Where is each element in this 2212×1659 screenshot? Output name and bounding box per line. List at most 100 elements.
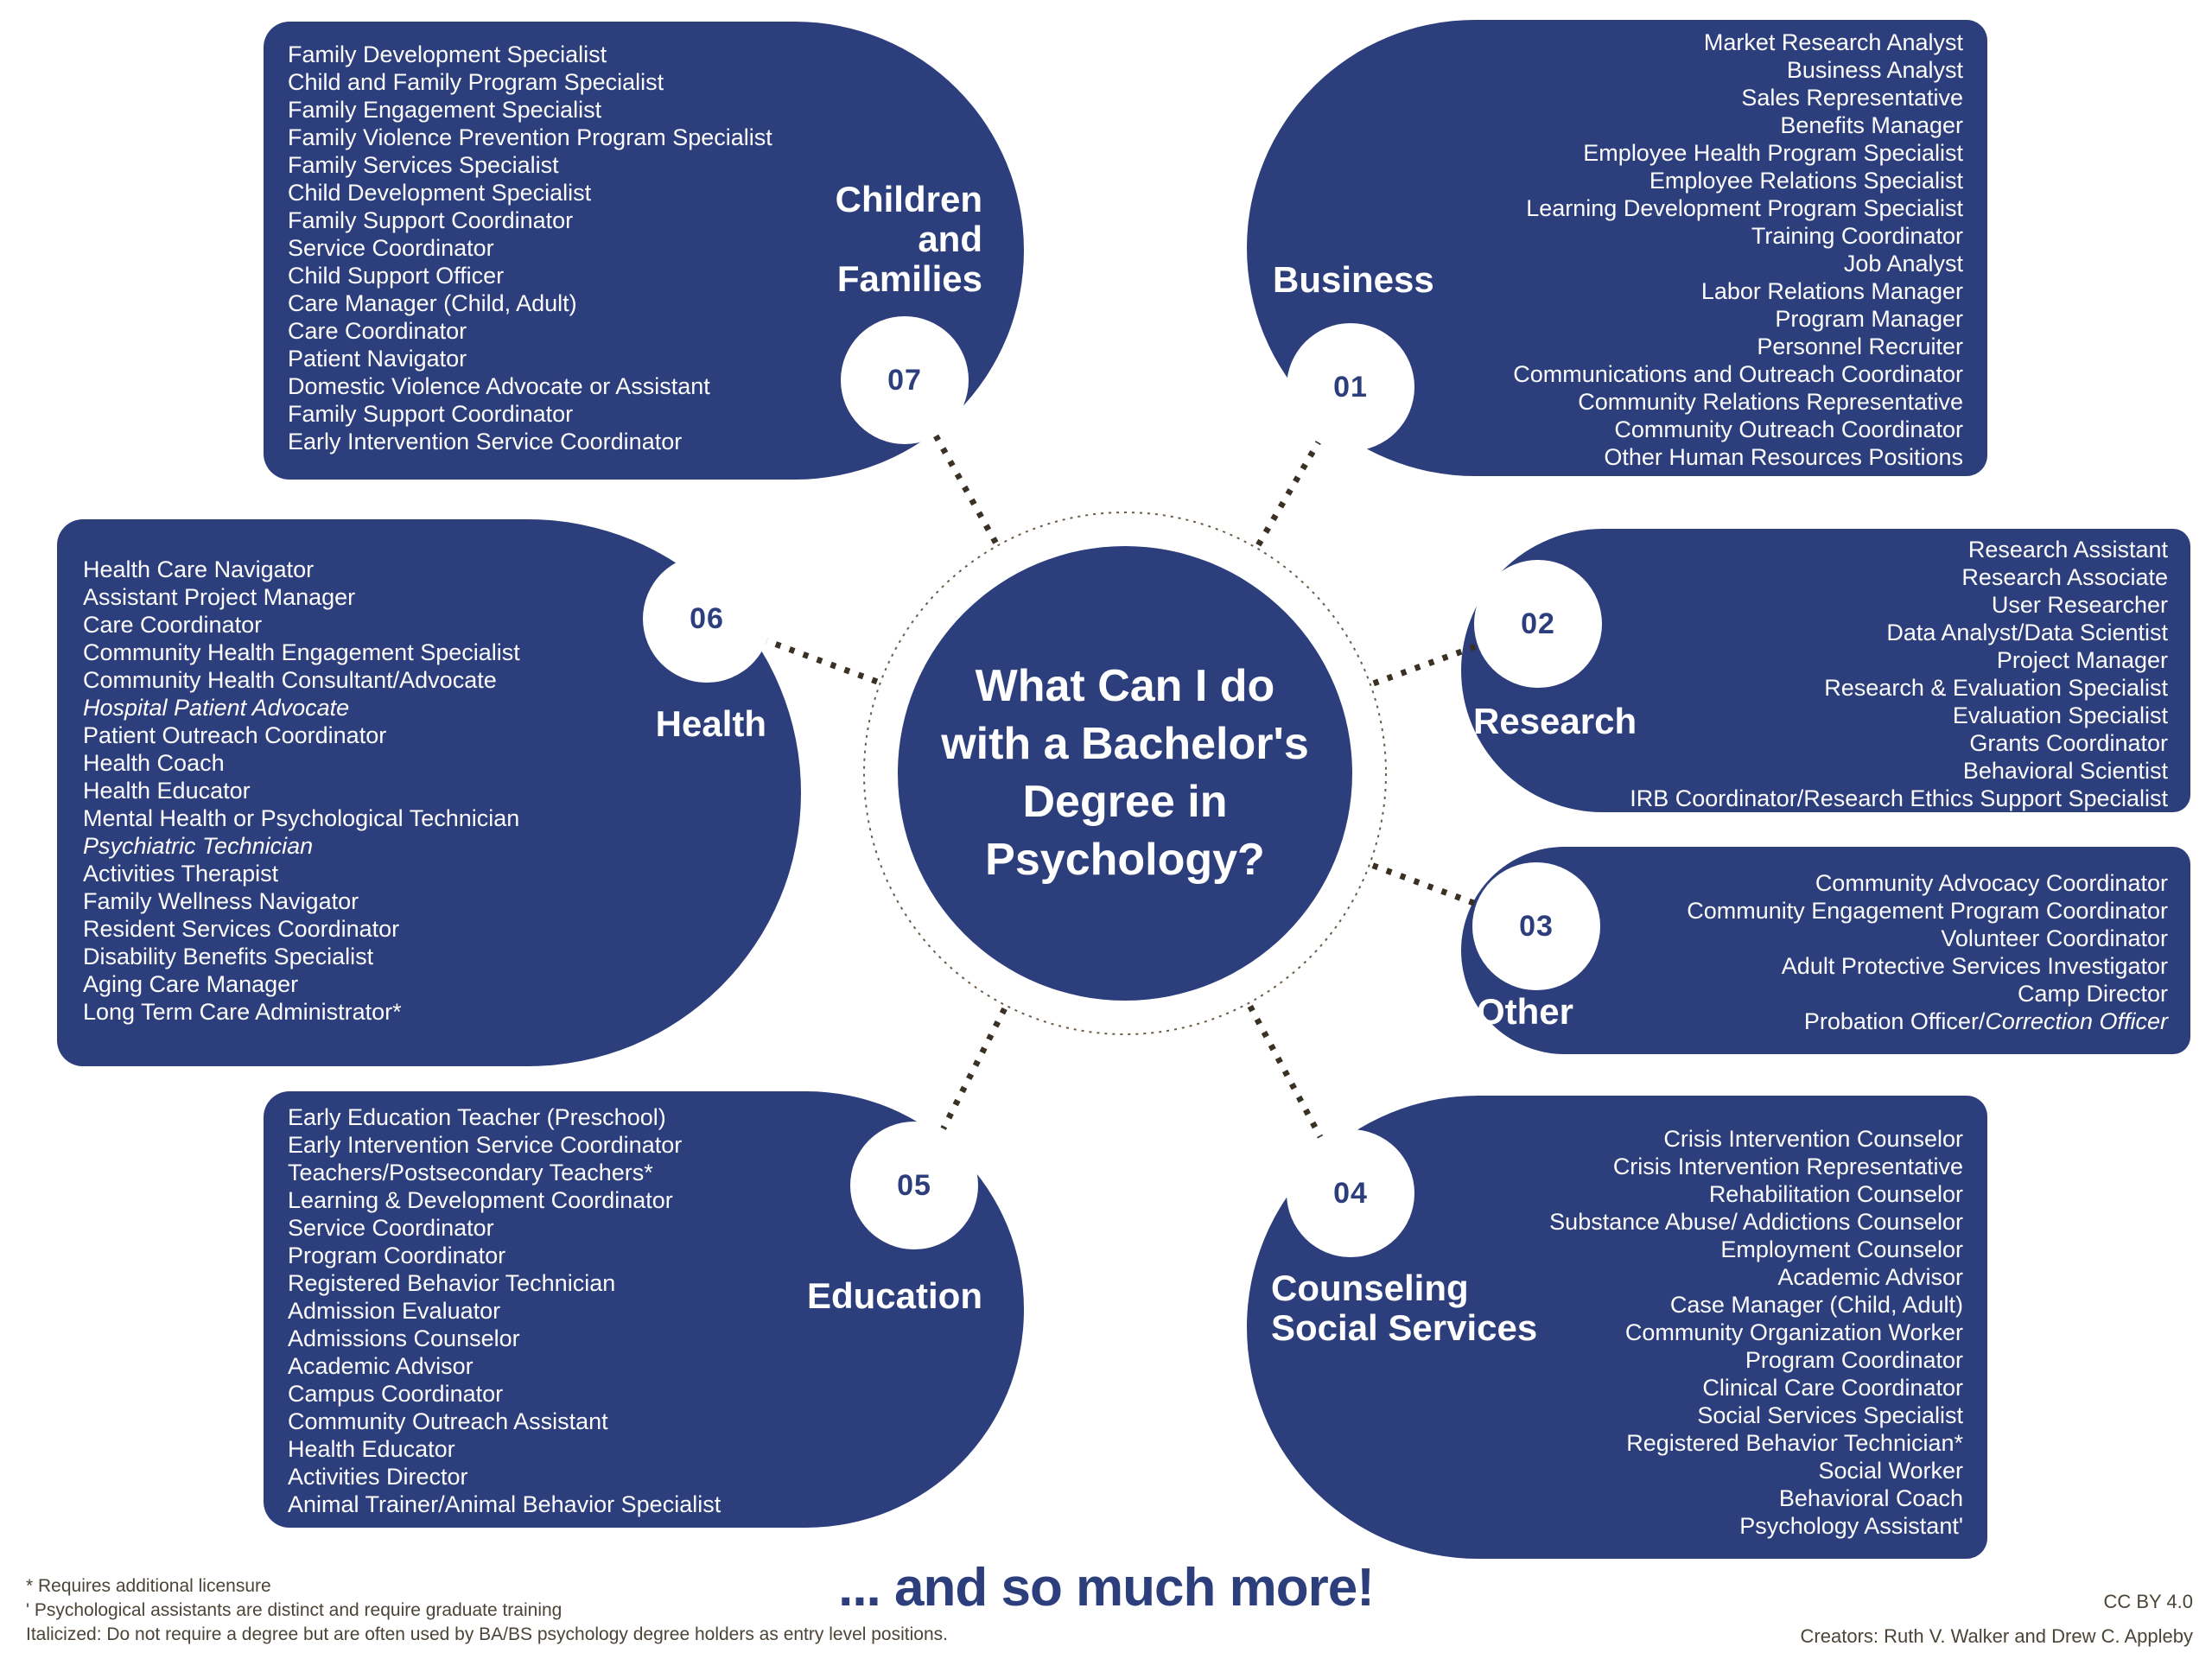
job-item: Training Coordinator: [1751, 223, 1963, 249]
category-label-counseling: Counseling Social Services: [1271, 1268, 1538, 1348]
job-item: Camp Director: [2017, 981, 2168, 1007]
category-label-children: Children and Families: [835, 179, 982, 299]
job-item: Employee Health Program Specialist: [1583, 140, 1963, 166]
job-item: Mental Health or Psychological Technicia…: [83, 805, 520, 831]
job-item: Family Violence Prevention Program Speci…: [288, 124, 772, 150]
job-item: Behavioral Coach: [1778, 1485, 1963, 1511]
footnotes: * Requires additional licensure ' Psycho…: [26, 1574, 948, 1647]
job-item: Health Educator: [288, 1436, 455, 1462]
category-number: 02: [1521, 607, 1555, 640]
job-item: Domestic Violence Advocate or Assistant: [288, 373, 710, 399]
job-item: Service Coordinator: [288, 1215, 494, 1241]
job-item: Health Care Navigator: [83, 556, 315, 582]
footnote-assistants: ' Psychological assistants are distinct …: [26, 1600, 563, 1620]
job-item: Case Manager (Child, Adult): [1669, 1292, 1963, 1318]
job-list-education: Early Education Teacher (Preschool) Early…: [288, 1103, 721, 1518]
job-item: Resident Services Coordinator: [83, 916, 400, 942]
job-item: Child Development Specialist: [288, 180, 592, 206]
job-item: Activities Therapist: [83, 861, 279, 887]
job-item: Early Education Teacher (Preschool): [288, 1104, 666, 1130]
number-circle-research: 02: [1474, 560, 1602, 688]
category-panel-research: Research Assistant Research Associate User…: [1461, 529, 2190, 812]
job-item: Disability Benefits Specialist: [83, 944, 374, 969]
job-item: Program Manager: [1775, 306, 1963, 332]
job-item: Adult Protective Services Investigator: [1781, 953, 2168, 979]
category-label-education: Education: [806, 1275, 982, 1316]
job-item: Family Services Specialist: [288, 152, 559, 178]
job-item: Care Coordinator: [288, 318, 467, 344]
job-item: Program Coordinator: [1745, 1347, 1963, 1373]
job-item: Care Manager (Child, Adult): [288, 290, 577, 316]
job-item: Business Analyst: [1786, 57, 1963, 83]
job-item: Project Manager: [1996, 647, 2168, 673]
job-item: Animal Trainer/Animal Behavior Specialis…: [288, 1491, 721, 1517]
job-item: Child Support Officer: [288, 263, 505, 289]
number-circle-counseling: 04: [1287, 1129, 1414, 1257]
job-item: Community Advocacy Coordinator: [1815, 870, 2168, 896]
footnote-italicized: Italicized: Do not require a degree but …: [26, 1624, 948, 1644]
job-item: Family Wellness Navigator: [83, 888, 359, 914]
job-item: Market Research Analyst: [1703, 29, 1963, 55]
job-item: Campus Coordinator: [288, 1381, 504, 1407]
job-list-children: Family Development Specialist Child and F…: [288, 41, 772, 455]
job-item: Social Services Specialist: [1697, 1402, 1963, 1428]
category-number: 05: [897, 1168, 931, 1202]
job-item: Community Organization Worker: [1624, 1319, 1963, 1345]
job-item: Family Support Coordinator: [288, 401, 574, 427]
job-item: Admissions Counselor: [288, 1325, 520, 1351]
job-item: Data Analyst/Data Scientist: [1886, 620, 2168, 645]
job-item: Community Outreach Assistant: [288, 1408, 608, 1434]
job-list-other: Community Advocacy Coordinator Community …: [1687, 869, 2168, 1035]
job-item: Long Term Care Administrator*: [83, 999, 402, 1025]
job-item: Family Engagement Specialist: [288, 97, 602, 123]
job-item: Assistant Project Manager: [83, 584, 356, 610]
category-label-health: Health: [655, 703, 766, 744]
credits: CC BY 4.0 Creators: Ruth V. Walker and D…: [1801, 1585, 2193, 1654]
category-panel-health: Health Care Navigator Assistant Project M…: [57, 519, 801, 1066]
number-circle-business: 01: [1287, 323, 1414, 451]
job-item: Aging Care Manager: [83, 971, 299, 997]
job-item: Admission Evaluator: [288, 1298, 501, 1324]
category-number: 07: [887, 363, 922, 397]
job-item: Patient Navigator: [288, 346, 467, 372]
job-item: Rehabilitation Counselor: [1708, 1181, 1963, 1207]
category-label-other: Other: [1477, 991, 1574, 1032]
job-item: Family Support Coordinator: [288, 207, 574, 233]
job-item: Crisis Intervention Counselor: [1663, 1126, 1963, 1152]
job-item: Job Analyst: [1843, 251, 1963, 276]
number-circle-children: 07: [841, 316, 969, 444]
job-item: Research Associate: [1961, 564, 2168, 590]
job-item: Early Intervention Service Coordinator: [288, 429, 683, 454]
job-item: Hospital Patient Advocate: [83, 695, 350, 721]
job-item: Labor Relations Manager: [1700, 278, 1963, 304]
more-text: ... and so much more!: [838, 1558, 1375, 1618]
job-item: Community Health Consultant/Advocate: [83, 667, 497, 693]
job-item: Early Intervention Service Coordinator: [288, 1132, 683, 1158]
center-title: What Can I do with a Bachelor's Degree i…: [941, 661, 1309, 885]
category-number: 04: [1333, 1176, 1368, 1210]
job-item: Family Development Specialist: [288, 41, 607, 67]
category-number: 06: [690, 601, 724, 635]
job-item: Academic Advisor: [1777, 1264, 1963, 1290]
job-item: Academic Advisor: [288, 1353, 474, 1379]
job-item: Health Educator: [83, 778, 251, 804]
job-item: Community Relations Representative: [1578, 389, 1963, 415]
job-item: Learning Development Program Specialist: [1526, 195, 1963, 221]
job-item: Personnel Recruiter: [1757, 334, 1963, 359]
job-item: Community Outreach Coordinator: [1614, 416, 1963, 442]
job-item: Research Assistant: [1967, 537, 2168, 563]
job-item: IRB Coordinator/Research Ethics Support …: [1630, 785, 2168, 811]
job-item: Benefits Manager: [1780, 112, 1963, 138]
job-item: Clinical Care Coordinator: [1702, 1375, 1963, 1401]
number-circle-health: 06: [643, 555, 771, 683]
job-item: Community Engagement Program Coordinator: [1687, 898, 2168, 924]
job-item: Teachers/Postsecondary Teachers*: [288, 1160, 653, 1185]
job-item: Grants Coordinator: [1969, 730, 2168, 756]
job-item: Registered Behavior Technician*: [1626, 1430, 1963, 1456]
job-item: Probation Officer/Correction Officer: [1803, 1008, 2168, 1034]
job-item: Volunteer Coordinator: [1941, 925, 2168, 951]
job-item: Health Coach: [83, 750, 225, 776]
job-item: Learning & Development Coordinator: [288, 1187, 673, 1213]
